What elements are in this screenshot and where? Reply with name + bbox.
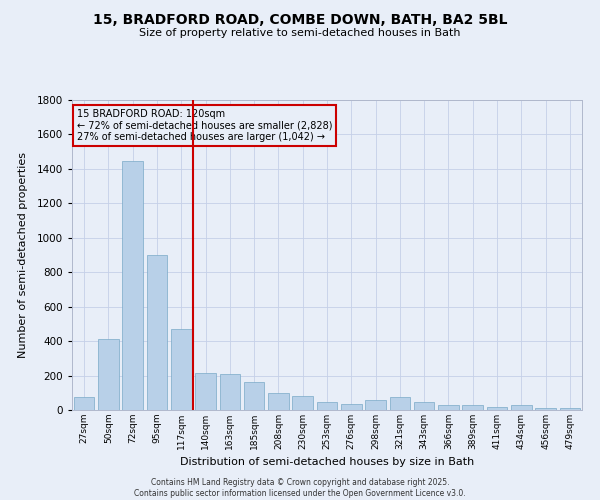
Bar: [365, 400, 386, 410]
Bar: [171, 329, 191, 410]
Bar: [511, 405, 532, 410]
Bar: [268, 393, 289, 410]
Bar: [98, 338, 119, 410]
Bar: [487, 408, 508, 410]
Bar: [146, 255, 167, 410]
Bar: [438, 405, 459, 410]
Bar: [244, 382, 265, 410]
Bar: [463, 405, 483, 410]
Text: Size of property relative to semi-detached houses in Bath: Size of property relative to semi-detach…: [139, 28, 461, 38]
Bar: [74, 397, 94, 410]
Text: 15, BRADFORD ROAD, COMBE DOWN, BATH, BA2 5BL: 15, BRADFORD ROAD, COMBE DOWN, BATH, BA2…: [93, 12, 507, 26]
Bar: [292, 396, 313, 410]
Bar: [220, 374, 240, 410]
Text: Contains HM Land Registry data © Crown copyright and database right 2025.
Contai: Contains HM Land Registry data © Crown c…: [134, 478, 466, 498]
Bar: [560, 408, 580, 410]
X-axis label: Distribution of semi-detached houses by size in Bath: Distribution of semi-detached houses by …: [180, 458, 474, 468]
Bar: [341, 404, 362, 410]
Y-axis label: Number of semi-detached properties: Number of semi-detached properties: [19, 152, 28, 358]
Text: 15 BRADFORD ROAD: 120sqm
← 72% of semi-detached houses are smaller (2,828)
27% o: 15 BRADFORD ROAD: 120sqm ← 72% of semi-d…: [77, 110, 332, 142]
Bar: [414, 402, 434, 410]
Bar: [195, 373, 216, 410]
Bar: [535, 408, 556, 410]
Bar: [317, 402, 337, 410]
Bar: [122, 161, 143, 410]
Bar: [389, 397, 410, 410]
